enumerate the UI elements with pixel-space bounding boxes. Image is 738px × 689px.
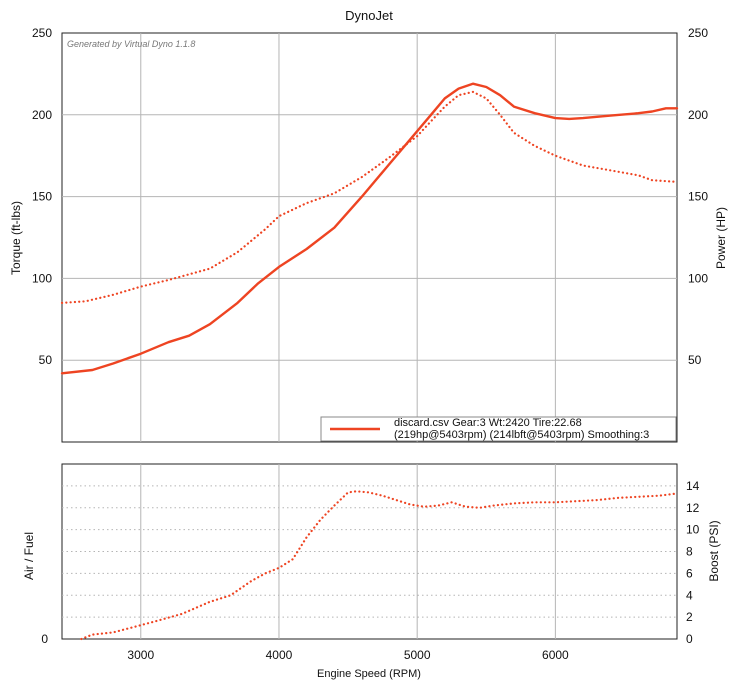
air-fuel-axis-label: Air / Fuel <box>22 532 36 580</box>
boost-axis-label: Boost (PSI) <box>707 520 721 581</box>
boost-tick-label: 4 <box>686 588 693 602</box>
rpm-tick-label: 4000 <box>266 648 293 662</box>
torque-tick-label: 50 <box>39 353 53 367</box>
boost-tick-label: 8 <box>686 545 693 559</box>
torque-curve <box>60 90 679 304</box>
power-tick-label: 150 <box>688 190 708 204</box>
chart-title: DynoJet <box>345 8 393 23</box>
rpm-tick-label: 3000 <box>127 648 154 662</box>
torque-tick-label: 200 <box>32 108 52 122</box>
torque-tick-label: 250 <box>32 26 52 40</box>
legend: discard.csv Gear:3 Wt:2420 Tire:22.68 (2… <box>320 416 677 442</box>
x-axis-label: Engine Speed (RPM) <box>317 668 421 680</box>
rpm-tick-label: 6000 <box>542 648 569 662</box>
power-curve <box>60 82 679 375</box>
legend-line-1: discard.csv Gear:3 Wt:2420 Tire:22.68 <box>394 417 582 429</box>
bottom-panel: 0 14 12 10 8 6 4 2 0 Air / Fuel Boost (PSI) <box>22 463 721 646</box>
top-panel: 250 200 150 100 50 250 200 150 100 50 Generated … <box>9 26 728 443</box>
power-tick-label: 200 <box>688 108 708 122</box>
power-axis-label: Power (HP) <box>714 207 728 269</box>
watermark: Generated by Virtual Dyno 1.1.8 <box>67 39 195 49</box>
boost-tick-label: 10 <box>686 523 700 537</box>
air-fuel-tick-label: 0 <box>41 632 48 646</box>
boost-tick-label: 14 <box>686 479 700 493</box>
legend-line-2: (219hp@5403rpm) (214lbft@5403rpm) Smooth… <box>394 429 649 441</box>
boost-tick-label: 0 <box>686 632 693 646</box>
power-tick-label: 50 <box>688 353 702 367</box>
power-tick-label: 100 <box>688 271 708 285</box>
power-tick-label: 250 <box>688 26 708 40</box>
boost-tick-label: 6 <box>686 566 693 580</box>
boost-curve <box>80 490 679 641</box>
rpm-tick-label: 5000 <box>404 648 431 662</box>
legend-box <box>320 416 677 442</box>
torque-axis-label: Torque (ft-lbs) <box>9 201 23 275</box>
top-panel-frame <box>61 32 678 443</box>
torque-tick-label: 150 <box>32 190 52 204</box>
boost-tick-label: 12 <box>686 501 700 515</box>
torque-tick-label: 100 <box>32 271 52 285</box>
boost-tick-label: 2 <box>686 610 693 624</box>
